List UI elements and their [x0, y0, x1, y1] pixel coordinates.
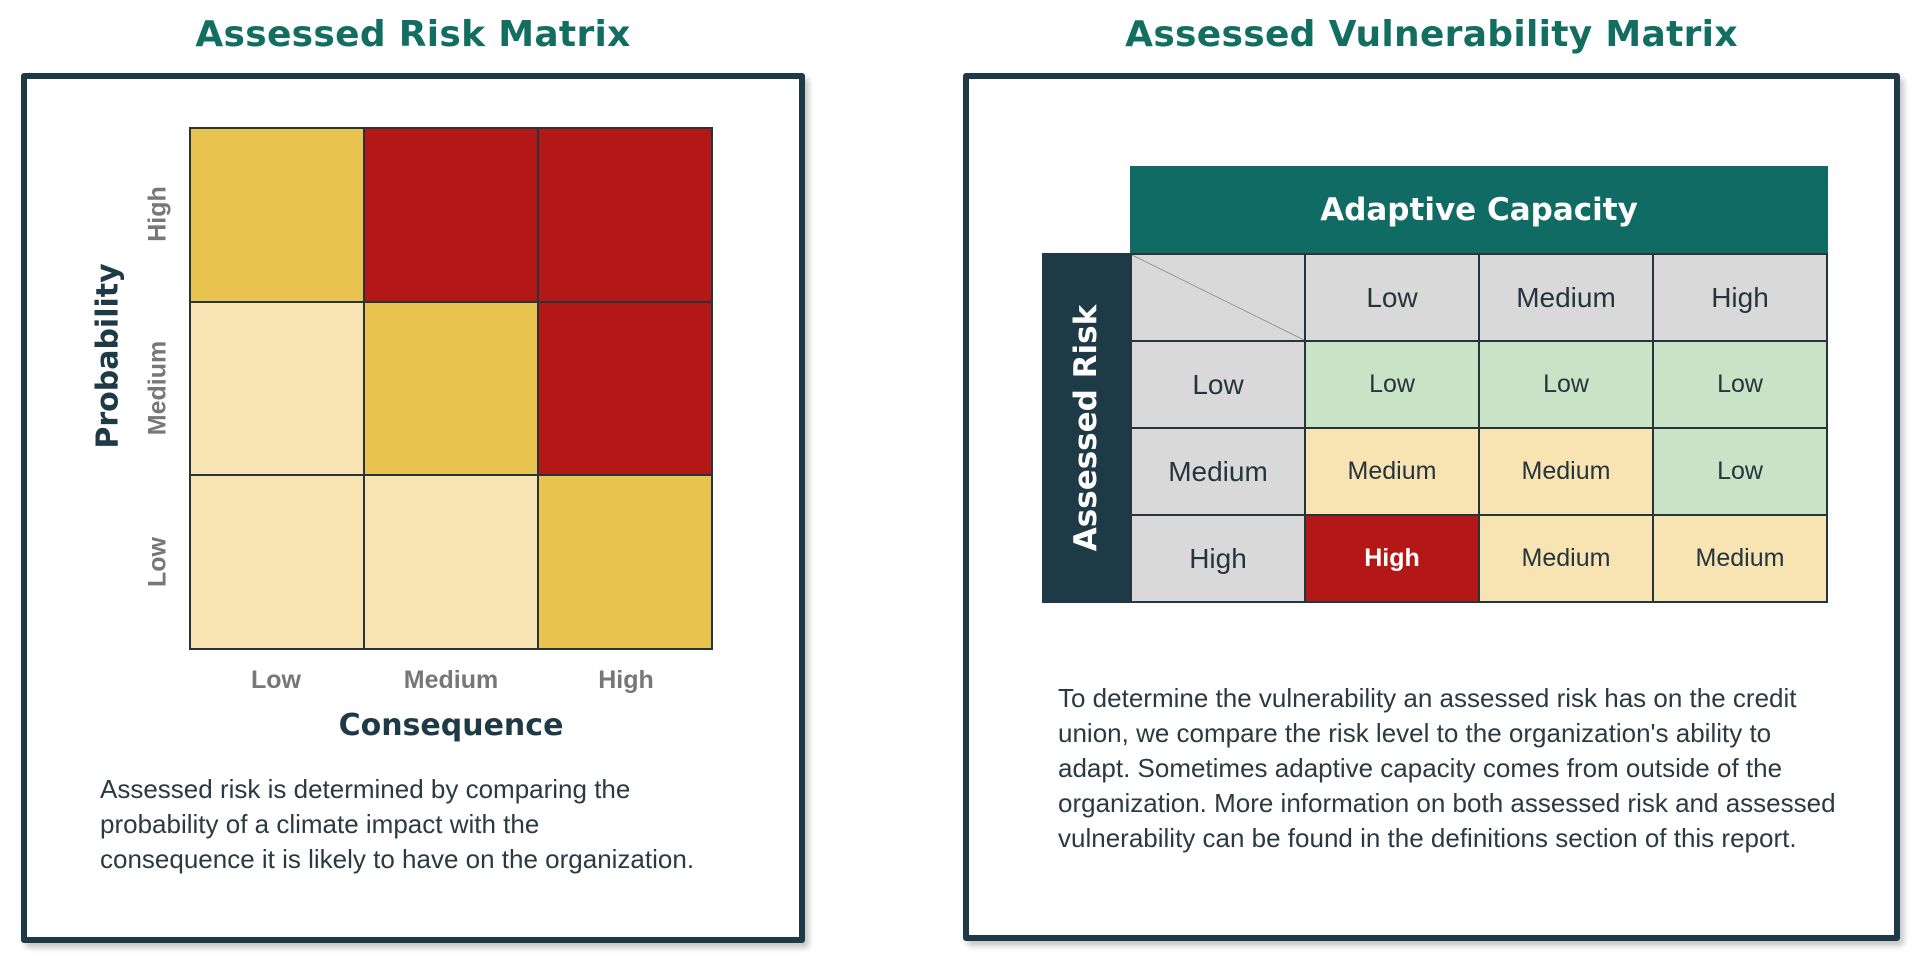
risk-cell-low-low — [191, 476, 363, 648]
x-tick-low: Low — [251, 666, 301, 694]
y-axis-label: Probability — [90, 263, 126, 449]
assessed-risk-label: Assessed Risk — [1068, 304, 1104, 552]
column-header-high: High — [1654, 255, 1826, 340]
y-tick-high: High — [143, 186, 172, 242]
adaptive-capacity-header: Adaptive Capacity — [1130, 166, 1828, 253]
vuln-cell: High — [1306, 516, 1478, 601]
risk-cell-low-medium — [365, 476, 537, 648]
corner-cell — [1132, 255, 1304, 340]
row-header-high: High — [1132, 516, 1304, 601]
vuln-cell: Medium — [1480, 516, 1652, 601]
risk-matrix-title: Assessed Risk Matrix — [195, 14, 631, 55]
vuln-cell: Medium — [1306, 429, 1478, 514]
vulnerability-matrix-grid: Low Medium High Low Low Low Low Medium M… — [1130, 253, 1828, 603]
x-tick-high: High — [598, 666, 654, 694]
risk-cell-high-high — [539, 129, 711, 301]
vulnerability-matrix-description: To determine the vulnerability an assess… — [1058, 683, 1836, 853]
risk-cell-low-high — [539, 476, 711, 648]
column-header-low: Low — [1306, 255, 1478, 340]
vuln-cell: Low — [1654, 342, 1826, 427]
risk-matrix-grid — [189, 127, 713, 650]
x-tick-medium: Medium — [403, 666, 499, 694]
y-tick-low: Low — [143, 537, 172, 587]
row-header-medium: Medium — [1132, 429, 1304, 514]
risk-cell-medium-medium — [365, 302, 537, 475]
risk-cell-medium-high — [539, 302, 711, 475]
vuln-cell: Medium — [1480, 429, 1652, 514]
column-header-medium: Medium — [1480, 255, 1652, 340]
vuln-cell: Low — [1480, 342, 1652, 427]
vuln-cell: Low — [1306, 342, 1478, 427]
vuln-cell: Medium — [1654, 516, 1826, 601]
vuln-cell: Low — [1654, 429, 1826, 514]
assessed-risk-side-header: Assessed Risk — [1042, 253, 1130, 603]
row-header-low: Low — [1132, 342, 1304, 427]
vulnerability-matrix-title: Assessed Vulnerability Matrix — [1125, 14, 1738, 55]
risk-matrix-description: Assessed risk is determined by comparing… — [100, 774, 695, 874]
risk-cell-high-low — [191, 129, 363, 301]
x-axis-label: Consequence — [338, 708, 564, 743]
y-tick-medium: Medium — [143, 340, 172, 436]
risk-cell-medium-low — [191, 302, 363, 475]
diagonal-line-icon — [1132, 255, 1304, 340]
risk-cell-high-medium — [365, 129, 537, 301]
